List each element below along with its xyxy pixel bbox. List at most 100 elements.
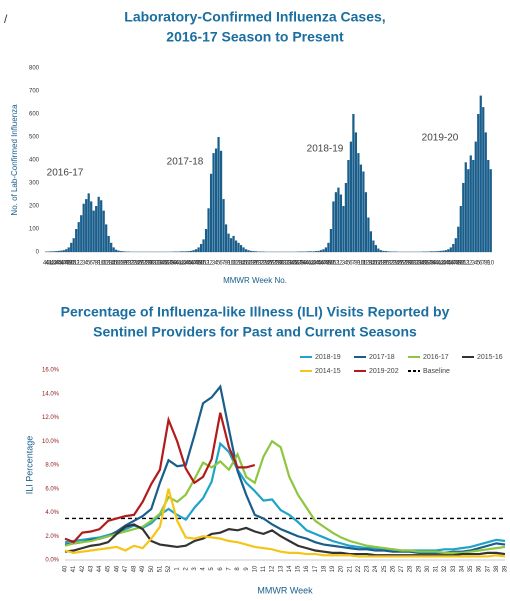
x-tick-label: 40	[173, 261, 180, 267]
y-tick-label: 500	[29, 135, 40, 141]
x-tick-label: 16	[113, 261, 120, 267]
bar	[329, 229, 333, 252]
y-tick-label: 10.0%	[42, 439, 60, 445]
x-tick-label: 31	[410, 261, 417, 267]
x-tick-label: 1	[77, 261, 81, 267]
x-axis-title: MMWR Week No.	[223, 276, 287, 285]
x-tick-label: 22	[388, 261, 395, 267]
bar	[219, 150, 223, 252]
x-tick-label: 35	[420, 261, 427, 267]
x-tick-label: 26	[398, 261, 405, 267]
bar	[364, 192, 368, 252]
x-tick-label: 36	[163, 261, 170, 267]
x-tick-label: 47	[320, 261, 327, 267]
bar	[107, 235, 110, 252]
bar	[95, 206, 98, 252]
chart-title: Sentinel Providers for Past and Current …	[93, 324, 417, 340]
x-tick-label: 11	[230, 261, 237, 267]
x-tick-label: 25	[135, 261, 142, 267]
x-tick-label: 50	[198, 261, 205, 267]
bar	[192, 250, 195, 252]
bar	[110, 242, 113, 252]
x-tick-label: 19	[120, 261, 127, 267]
bar	[469, 155, 472, 252]
y-tick-label: 12.0%	[42, 415, 60, 421]
x-tick-label: 13	[278, 565, 284, 572]
y-tick-label: 16.0%	[42, 368, 60, 374]
x-tick-label: 9	[97, 261, 101, 267]
x-tick-label: 15	[370, 261, 377, 267]
x-tick-label: 1	[337, 261, 341, 267]
x-tick-label: 31	[280, 261, 287, 267]
x-tick-label: 32	[283, 261, 290, 267]
x-tick-label: 43	[310, 261, 317, 267]
y-tick-label: 200	[29, 204, 40, 210]
bar	[197, 247, 200, 252]
x-tick-label: 27	[270, 261, 277, 267]
x-tick-label: 29	[416, 565, 422, 572]
x-tick-label: 46	[114, 565, 120, 572]
bar	[199, 243, 203, 252]
x-tick-label: 24	[133, 261, 140, 267]
bar	[122, 251, 125, 252]
x-tick-label: 17	[313, 565, 319, 572]
legend-label: 2014-15	[315, 368, 341, 375]
x-tick-label: 24	[393, 261, 400, 267]
bar	[97, 196, 100, 252]
y-axis-title: No. of Lab-Confirmed Influenza	[10, 104, 19, 216]
y-tick-label: 700	[29, 89, 40, 95]
bar	[379, 250, 382, 252]
x-tick-label: 9	[227, 261, 231, 267]
bar	[82, 203, 85, 252]
bar	[184, 251, 188, 252]
x-tick-label: 46	[318, 261, 325, 267]
x-tick-label: 28	[143, 261, 150, 267]
bar	[339, 194, 343, 252]
x-tick-label: 47	[60, 261, 67, 267]
x-tick-label: 22	[128, 261, 135, 267]
x-tick-label: 52	[462, 261, 469, 267]
bar	[50, 251, 53, 252]
x-tick-label: 33	[415, 261, 422, 267]
x-tick-label: 3	[472, 261, 476, 267]
bar	[217, 137, 220, 252]
bar	[444, 250, 447, 252]
x-tick-label: 4	[344, 261, 348, 267]
legend-label: 2018-19	[315, 354, 341, 361]
bar	[52, 251, 55, 252]
x-tick-label: 26	[268, 261, 275, 267]
x-tick-label: 28	[273, 261, 280, 267]
bar	[87, 193, 90, 252]
x-tick-label: 42	[308, 261, 315, 267]
bar	[334, 192, 338, 252]
bar	[232, 235, 235, 252]
x-tick-label: 44	[313, 261, 320, 267]
bar	[312, 251, 315, 252]
bar	[249, 250, 253, 252]
x-tick-label: 40	[303, 261, 310, 267]
bar	[227, 233, 230, 252]
x-tick-label: 9	[244, 567, 250, 571]
x-tick-label: 51	[200, 261, 207, 267]
x-tick-label: 6	[349, 261, 353, 267]
bar	[254, 251, 258, 252]
y-tick-label: 400	[29, 158, 40, 164]
bar	[452, 243, 455, 252]
x-tick-label: 8	[224, 261, 228, 267]
bar	[67, 247, 70, 252]
x-tick-label: 7	[222, 261, 226, 267]
x-tick-label: 49	[195, 261, 202, 267]
x-tick-label: 28	[408, 565, 414, 572]
bar	[369, 231, 373, 252]
x-tick-label: 21	[125, 261, 132, 267]
x-tick-label: 42	[80, 565, 86, 572]
bar	[479, 95, 482, 252]
bar	[237, 242, 240, 252]
y-tick-label: 300	[29, 181, 40, 187]
x-tick-label: 32	[442, 565, 448, 572]
x-tick-label: 38	[494, 565, 500, 572]
x-tick-label: 14	[238, 261, 245, 267]
x-tick-label: 18	[118, 261, 125, 267]
x-tick-label: 51	[330, 261, 337, 267]
x-tick-label: 26	[390, 565, 396, 572]
